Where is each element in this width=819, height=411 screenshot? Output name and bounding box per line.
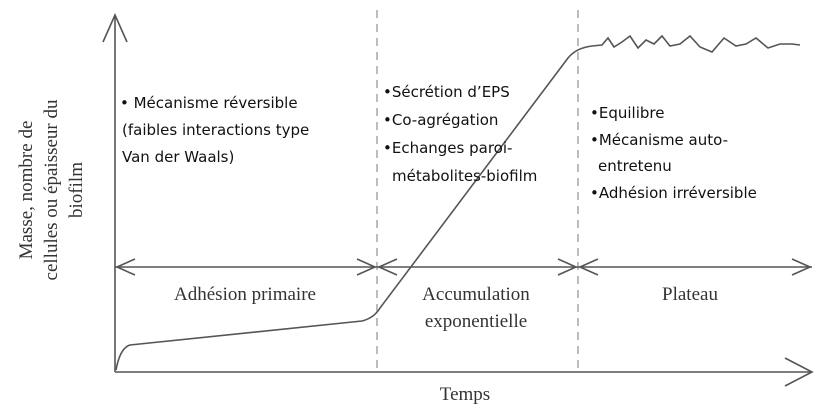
arrowhead	[557, 258, 578, 276]
note-line: •Sécrétion d’EPS	[383, 83, 510, 101]
note-line: métabolites-biofilm	[392, 167, 537, 185]
arrowhead	[115, 258, 136, 276]
y-label: biofilm	[66, 162, 87, 218]
phase-label: Accumulation	[422, 284, 530, 305]
y-label: Masse, nombre de	[16, 121, 37, 260]
x-arrow	[784, 357, 814, 387]
x-label: Temps	[440, 384, 490, 405]
arrowhead	[791, 258, 812, 276]
phase-label: Adhésion primaire	[174, 284, 316, 305]
note-line: •Echanges paroi-	[383, 139, 512, 157]
growth-curve	[115, 34, 801, 371]
note-line: Van der Waals)	[122, 148, 234, 166]
arrowhead	[578, 258, 599, 276]
note-line: • Mécanisme réversible	[120, 94, 298, 112]
arrowhead	[356, 258, 377, 276]
arrowhead	[377, 258, 398, 276]
note-line: •Equilibre	[590, 104, 664, 122]
note-line: •Adhésion irréversible	[590, 184, 757, 202]
phase-label: exponentielle	[425, 311, 527, 332]
note-line: •Mécanisme auto-	[590, 131, 728, 149]
note-line: entretenu	[598, 157, 672, 175]
phase-label: Plateau	[662, 284, 718, 305]
y-arrow	[102, 13, 128, 43]
note-line: •Co-agrégation	[383, 111, 498, 129]
y-label: cellules ou épaisseur du	[41, 99, 62, 280]
note-line: (faibles interactions type	[122, 121, 309, 139]
